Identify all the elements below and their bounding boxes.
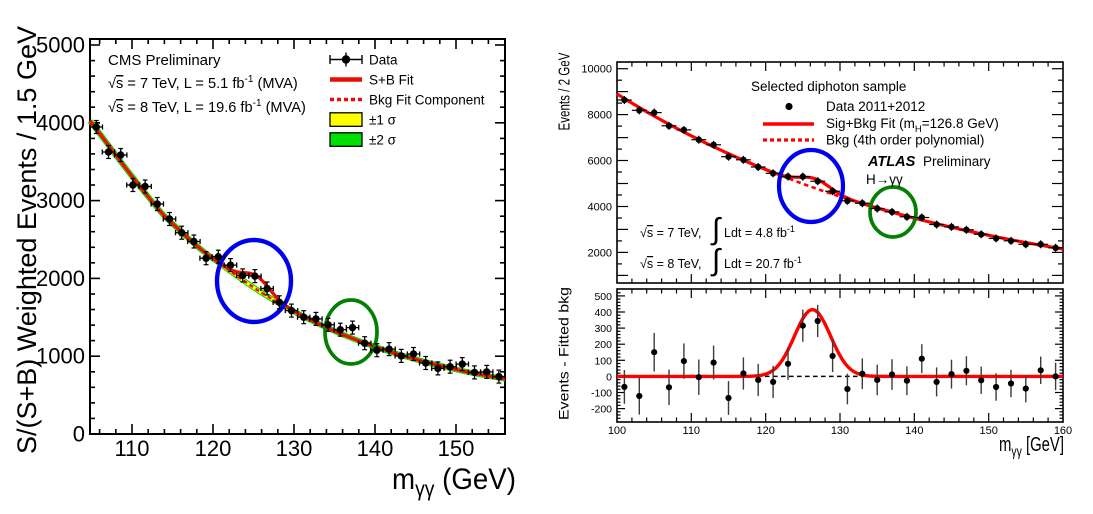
svg-text:Bkg Fit Component: Bkg Fit Component bbox=[369, 93, 485, 108]
svg-text:∫: ∫ bbox=[710, 213, 722, 246]
svg-text:10000: 10000 bbox=[581, 64, 612, 76]
svg-text:Events / 2 GeV: Events / 2 GeV bbox=[557, 52, 574, 130]
svg-text:H→γγ: H→γγ bbox=[866, 172, 903, 187]
svg-text:√s = 8 TeV,: √s = 8 TeV, bbox=[640, 257, 701, 271]
svg-text:100: 100 bbox=[594, 355, 612, 367]
svg-text:300: 300 bbox=[594, 323, 612, 335]
svg-text:√s = 8 TeV, L = 19.6 fb-1 (MVA: √s = 8 TeV, L = 19.6 fb-1 (MVA) bbox=[108, 98, 306, 116]
svg-text:±2 σ: ±2 σ bbox=[369, 133, 397, 148]
svg-text:Sig+Bkg Fit (mH=126.8 GeV): Sig+Bkg Fit (mH=126.8 GeV) bbox=[826, 116, 999, 135]
svg-text:4000: 4000 bbox=[36, 110, 85, 135]
svg-text:0: 0 bbox=[606, 371, 612, 383]
svg-text:Data 2011+2012: Data 2011+2012 bbox=[826, 99, 925, 114]
svg-text:2000: 2000 bbox=[36, 266, 85, 291]
svg-text:√s = 7 TeV,: √s = 7 TeV, bbox=[640, 226, 701, 240]
svg-text:2000: 2000 bbox=[588, 247, 612, 259]
svg-text:5000: 5000 bbox=[36, 33, 85, 58]
svg-text:130: 130 bbox=[831, 425, 849, 437]
svg-text:3000: 3000 bbox=[36, 188, 85, 213]
svg-text:Preliminary: Preliminary bbox=[923, 154, 991, 169]
svg-text:140: 140 bbox=[905, 425, 923, 437]
svg-text:130: 130 bbox=[276, 436, 313, 461]
svg-text:S+B Fit: S+B Fit bbox=[369, 73, 414, 88]
svg-text:S/(S+B) Weighted Events / 1.5: S/(S+B) Weighted Events / 1.5 GeV bbox=[12, 26, 42, 454]
svg-text:-200: -200 bbox=[591, 404, 612, 416]
svg-text:Bkg (4th order polynomial): Bkg (4th order polynomial) bbox=[826, 133, 984, 148]
svg-text:200: 200 bbox=[594, 339, 612, 351]
svg-text:Ldt = 20.7 fb-1: Ldt = 20.7 fb-1 bbox=[724, 255, 802, 271]
svg-text:6000: 6000 bbox=[588, 156, 612, 168]
svg-text:0: 0 bbox=[73, 422, 85, 447]
svg-text:√s = 7 TeV, L = 5.1 fb-1 (MVA): √s = 7 TeV, L = 5.1 fb-1 (MVA) bbox=[108, 74, 298, 92]
svg-text:150: 150 bbox=[438, 436, 475, 461]
svg-text:∫: ∫ bbox=[710, 244, 722, 277]
svg-text:mγγ (GeV): mγγ (GeV) bbox=[392, 463, 516, 501]
svg-text:4000: 4000 bbox=[588, 202, 612, 214]
svg-text:8000: 8000 bbox=[588, 110, 612, 122]
svg-text:Ldt = 4.8 fb-1: Ldt = 4.8 fb-1 bbox=[724, 224, 795, 240]
svg-text:Data: Data bbox=[369, 53, 398, 68]
svg-text:120: 120 bbox=[195, 436, 232, 461]
svg-text:-100: -100 bbox=[591, 388, 612, 400]
svg-text:500: 500 bbox=[594, 291, 612, 303]
svg-text:150: 150 bbox=[980, 425, 998, 437]
svg-text:160: 160 bbox=[1054, 425, 1072, 437]
svg-text:ATLAS: ATLAS bbox=[867, 154, 916, 170]
svg-text:Selected diphoton sample: Selected diphoton sample bbox=[751, 79, 906, 94]
svg-text:CMS Preliminary: CMS Preliminary bbox=[108, 52, 221, 69]
svg-text:140: 140 bbox=[357, 436, 394, 461]
svg-text:120: 120 bbox=[757, 425, 775, 437]
svg-text:110: 110 bbox=[114, 436, 149, 461]
svg-text:Events - Fitted bkg: Events - Fitted bkg bbox=[556, 287, 572, 420]
svg-text:mγγ [GeV]: mγγ [GeV] bbox=[999, 434, 1064, 459]
svg-text:100: 100 bbox=[608, 425, 626, 437]
svg-text:1000: 1000 bbox=[36, 344, 85, 369]
svg-text:400: 400 bbox=[594, 307, 612, 319]
svg-text:110: 110 bbox=[683, 425, 701, 437]
svg-text:±1 σ: ±1 σ bbox=[369, 113, 397, 128]
